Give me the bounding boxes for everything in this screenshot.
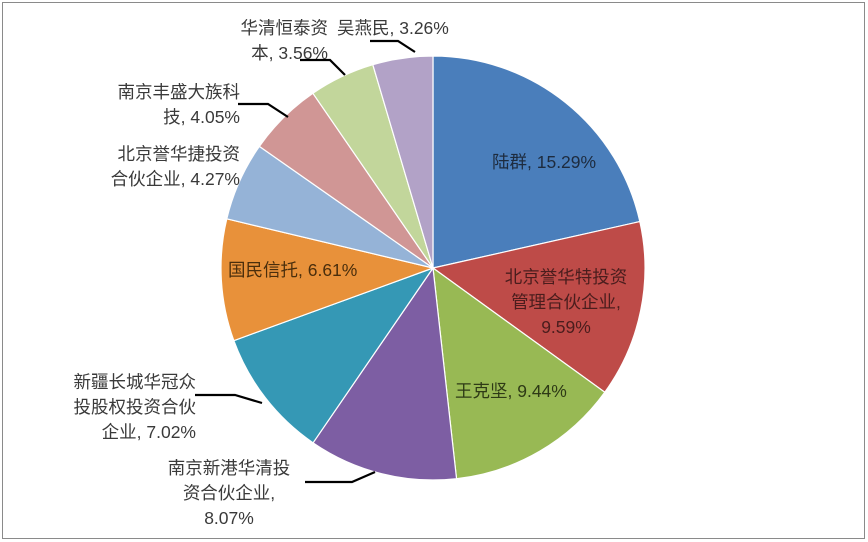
slice-label-lu-qun: 陆群, 15.29% [492,152,597,172]
slice-label-huaqing-hengtai: 华清恒泰资 本, 3.56% [240,18,329,63]
slice-label-wang-kejian: 王克坚, 9.44% [455,381,567,401]
pie-slice[interactable]: 北京誉华特投资 管理合伙企业, 9.59% [431,220,646,394]
leader-line-wu-yanmin [370,39,416,53]
slice-label-guomin-xintuo: 国民信托, 6.61% [228,260,358,280]
pie-slice-group: 陆群, 15.29% 北京誉华特投资 管理合伙企业, 9.59% 王克坚, 9.44… [220,55,646,481]
leader-line-huaqing-hengtai [300,58,346,76]
slice-label-beijing-yuhuajie: 北京誉华捷投资 合伙企业, 4.27% [110,144,240,189]
slice-label-nanjing-fengsheng: 南京丰盛大族科 技, 4.05% [117,82,241,127]
leader-line-group [195,39,416,484]
slice-label-xinjiang-changcheng: 新疆长城华冠众 投股权投资合伙 企业, 7.02% [73,372,197,442]
pie-slice[interactable]: 王克坚, 9.44% [432,266,606,480]
leader-line-xinjiang-changcheng [195,393,263,405]
pie-slice[interactable]: 吴燕民, 3.26% [372,55,434,269]
slice-label-wu-yanmin: 吴燕民, 3.26% [337,18,449,38]
pie-slice[interactable]: 新疆长城华冠众 投股权投资合伙 企业, 7.02% [233,266,435,444]
slice-label-nanjing-xingang: 南京新港华清投 资合伙企业, 8.07% [167,458,291,528]
leader-line-nanjing-fengsheng [238,102,289,118]
pie-slice[interactable]: 陆群, 15.29% [432,55,641,269]
slice-label-beijing-yuhuate: 北京誉华特投资 管理合伙企业, 9.59% [504,267,628,337]
pie-slice[interactable]: 国民信托, 6.61% [220,218,436,342]
leader-line-nanjing-xingang [305,470,376,484]
pie-slice[interactable]: 南京新港华清投 资合伙企业, 8.07% [312,266,458,481]
